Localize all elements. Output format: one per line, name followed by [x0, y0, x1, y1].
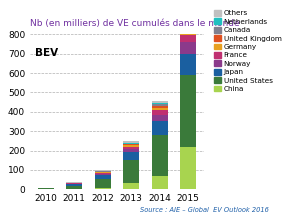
- Bar: [152, 104, 168, 106]
- Bar: [152, 111, 168, 115]
- Bar: [180, 75, 196, 147]
- Bar: [123, 144, 139, 145]
- Bar: [180, 35, 196, 42]
- Bar: [180, 27, 196, 31]
- Bar: [95, 174, 111, 175]
- Bar: [66, 182, 82, 183]
- Text: Nb (en milliers) de VE cumulés dans le monde: Nb (en milliers) de VE cumulés dans le m…: [30, 19, 240, 28]
- Bar: [95, 188, 111, 189]
- Bar: [123, 149, 139, 152]
- Bar: [152, 115, 168, 121]
- Bar: [152, 121, 168, 135]
- Text: Source : AIE – Global  EV Outlook 2016: Source : AIE – Global EV Outlook 2016: [140, 207, 268, 213]
- Bar: [66, 186, 82, 189]
- Bar: [95, 170, 111, 171]
- Bar: [123, 141, 139, 143]
- Bar: [95, 173, 111, 174]
- Bar: [180, 147, 196, 189]
- Bar: [123, 152, 139, 160]
- Bar: [152, 101, 168, 103]
- Bar: [152, 106, 168, 108]
- Bar: [180, 25, 196, 27]
- Bar: [180, 31, 196, 35]
- Bar: [152, 103, 168, 104]
- Text: BEV: BEV: [35, 48, 58, 58]
- Bar: [152, 176, 168, 189]
- Bar: [66, 184, 82, 186]
- Bar: [123, 183, 139, 189]
- Bar: [123, 145, 139, 147]
- Bar: [123, 143, 139, 144]
- Bar: [123, 160, 139, 183]
- Bar: [123, 147, 139, 149]
- Bar: [180, 54, 196, 75]
- Bar: [180, 42, 196, 54]
- Bar: [66, 183, 82, 184]
- Bar: [95, 175, 111, 179]
- Bar: [152, 135, 168, 176]
- Bar: [95, 171, 111, 172]
- Bar: [180, 19, 196, 23]
- Bar: [180, 23, 196, 25]
- Bar: [152, 108, 168, 111]
- Legend: Others, Netherlands, Canada, United Kingdom, Germany, France, Norway, Japan, Uni: Others, Netherlands, Canada, United King…: [214, 10, 282, 92]
- Bar: [95, 172, 111, 173]
- Bar: [95, 179, 111, 188]
- Bar: [38, 188, 54, 189]
